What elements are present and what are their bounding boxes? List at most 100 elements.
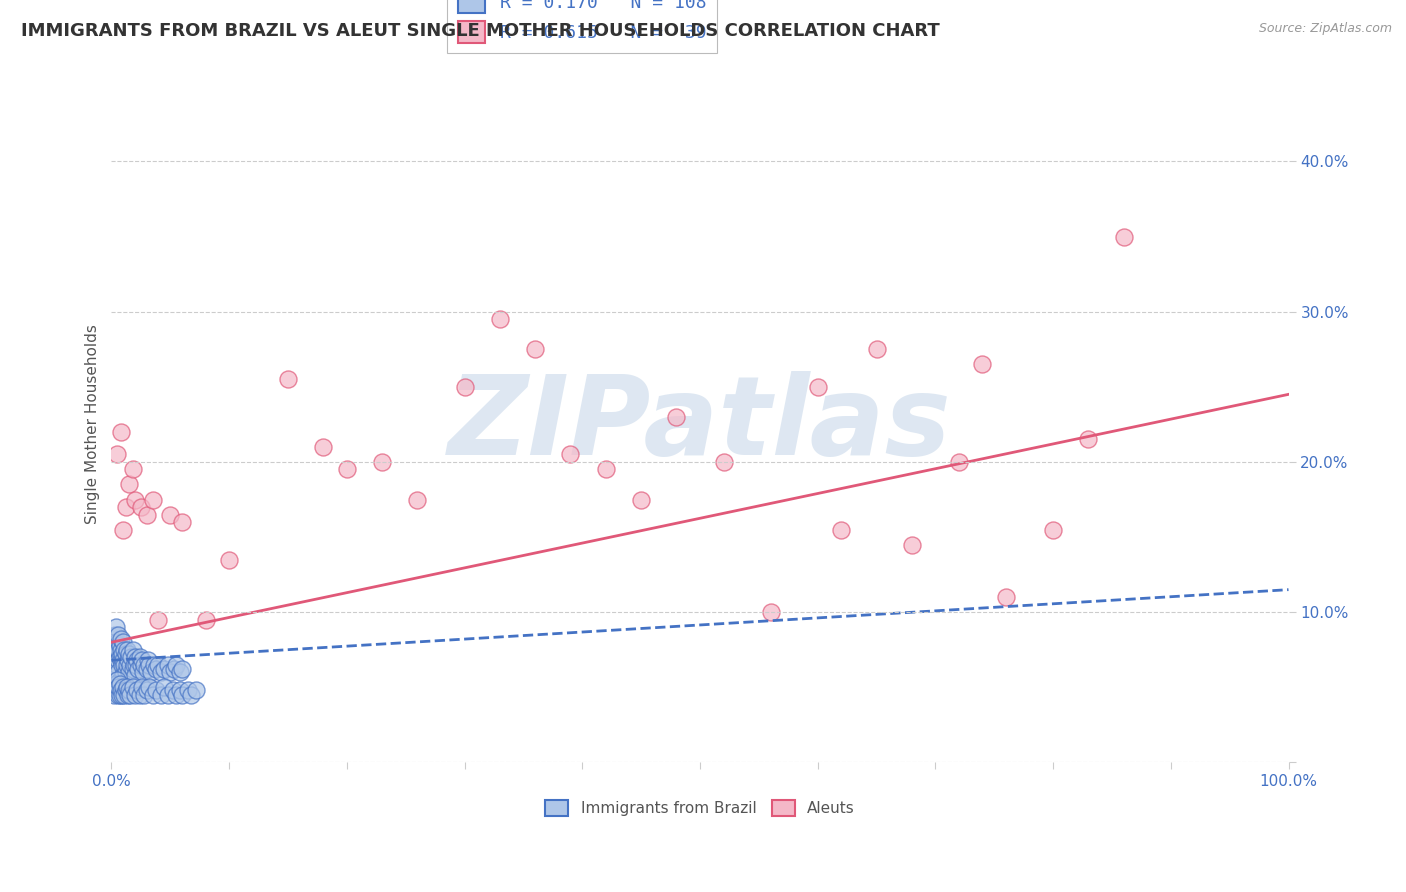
Point [138, 681, 160, 695]
Point [149, 665, 172, 680]
Point [118, 683, 141, 698]
Point [108, 673, 131, 687]
Point [104, 628, 127, 642]
Point [108, 677, 131, 691]
Point [177, 683, 200, 698]
Point [105, 620, 128, 634]
Point [807, 380, 830, 394]
Point [124, 668, 146, 682]
Point [105, 447, 128, 461]
Point [110, 683, 132, 698]
Point [180, 688, 202, 702]
Y-axis label: Single Mother Households: Single Mother Households [86, 325, 100, 524]
Point [142, 688, 165, 702]
Point [406, 492, 429, 507]
Point [131, 681, 153, 695]
Point [105, 647, 128, 661]
Point [132, 665, 155, 680]
Point [103, 632, 125, 647]
Point [901, 538, 924, 552]
Point [105, 657, 128, 672]
Point [104, 650, 127, 665]
Point [112, 642, 135, 657]
Point [170, 688, 193, 702]
Point [115, 657, 138, 672]
Point [312, 440, 335, 454]
Text: Source: ZipAtlas.com: Source: ZipAtlas.com [1258, 22, 1392, 36]
Point [129, 500, 152, 514]
Point [118, 665, 141, 680]
Point [630, 492, 652, 507]
Point [105, 642, 128, 657]
Point [105, 668, 128, 682]
Point [120, 657, 142, 672]
Point [142, 492, 165, 507]
Point [124, 650, 146, 665]
Point [759, 605, 782, 619]
Point [121, 462, 143, 476]
Text: ZIPatlas: ZIPatlas [449, 371, 952, 478]
Point [138, 657, 160, 672]
Point [159, 508, 181, 522]
Point [114, 647, 136, 661]
Point [128, 650, 150, 665]
Point [560, 447, 582, 461]
Point [103, 688, 125, 702]
Point [101, 657, 124, 672]
Point [111, 657, 134, 672]
Point [127, 662, 149, 676]
Point [107, 688, 129, 702]
Point [713, 455, 735, 469]
Point [524, 343, 547, 357]
Point [111, 647, 134, 661]
Point [665, 409, 688, 424]
Point [148, 613, 170, 627]
Point [218, 552, 240, 566]
Point [112, 668, 135, 682]
Point [136, 653, 159, 667]
Point [107, 665, 129, 680]
Point [120, 688, 142, 702]
Point [112, 523, 135, 537]
Point [134, 688, 156, 702]
Point [1077, 433, 1099, 447]
Point [110, 653, 132, 667]
Point [110, 425, 132, 439]
Point [122, 657, 145, 672]
Point [135, 508, 157, 522]
Point [149, 688, 172, 702]
Point [142, 657, 165, 672]
Point [145, 662, 167, 676]
Point [169, 683, 191, 698]
Point [162, 683, 184, 698]
Point [112, 657, 135, 672]
Point [489, 312, 512, 326]
Point [163, 662, 186, 676]
Point [134, 657, 156, 672]
Point [159, 665, 181, 680]
Point [112, 653, 135, 667]
Point [186, 683, 208, 698]
Point [114, 683, 136, 698]
Point [1112, 229, 1135, 244]
Point [170, 662, 193, 676]
Point [112, 688, 135, 702]
Point [194, 613, 217, 627]
Point [830, 523, 852, 537]
Point [169, 665, 191, 680]
Point [118, 647, 141, 661]
Point [111, 688, 134, 702]
Point [121, 642, 143, 657]
Point [153, 662, 176, 676]
Point [153, 681, 176, 695]
Point [115, 642, 138, 657]
Point [995, 590, 1018, 604]
Point [127, 653, 149, 667]
Point [453, 380, 475, 394]
Point [165, 688, 187, 702]
Legend: Immigrants from Brazil, Aleuts: Immigrants from Brazil, Aleuts [540, 794, 860, 822]
Point [105, 673, 128, 687]
Point [120, 650, 142, 665]
Point [121, 681, 143, 695]
Point [129, 657, 152, 672]
